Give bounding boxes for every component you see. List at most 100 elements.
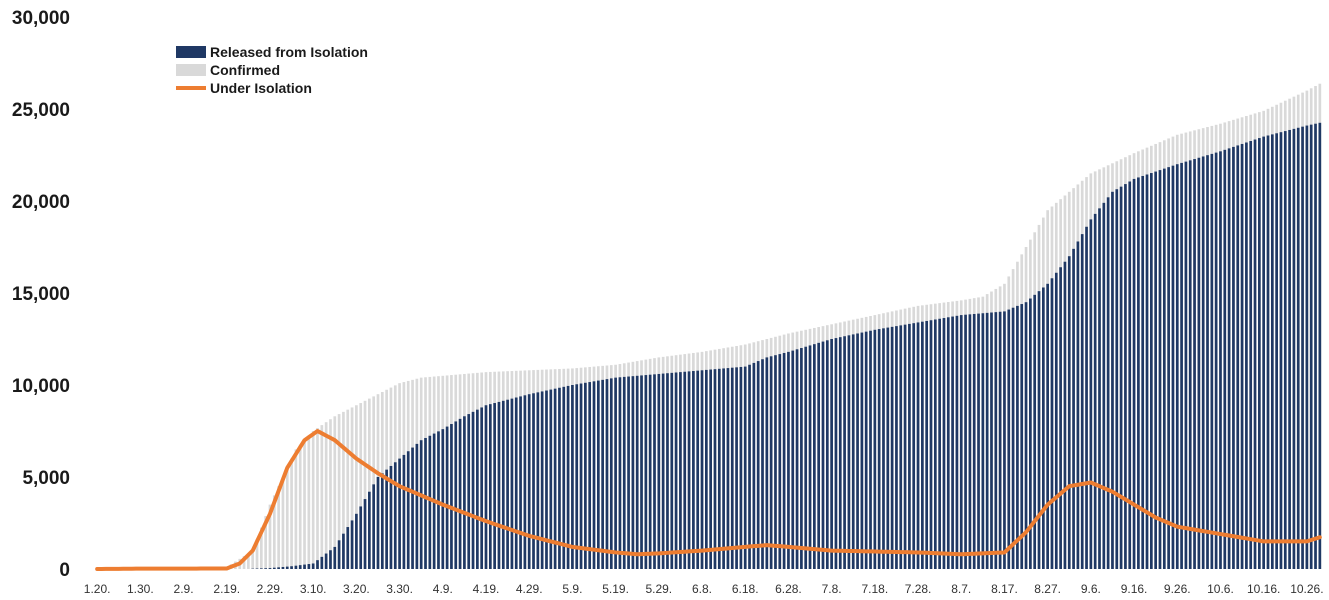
released-bar <box>562 386 566 569</box>
released-bar <box>1037 291 1041 569</box>
released-bar <box>1301 126 1304 569</box>
released-bar <box>506 399 509 569</box>
released-bar <box>467 414 471 569</box>
released-bar <box>1245 142 1248 570</box>
released-bar <box>605 379 609 569</box>
released-bar <box>1270 134 1274 569</box>
legend: Released from Isolation Confirmed Under Is… <box>176 44 368 96</box>
released-bar <box>294 565 298 569</box>
released-bar <box>1232 146 1235 569</box>
released-bar <box>264 568 267 569</box>
released-bar <box>1197 157 1201 569</box>
released-bar <box>281 566 285 569</box>
released-bar <box>713 369 717 569</box>
released-bar <box>342 533 345 569</box>
y-tick-label: 5,000 <box>22 468 70 489</box>
released-bar <box>497 401 501 569</box>
under-isolation-line-group <box>95 429 1322 571</box>
released-bar <box>1292 128 1296 569</box>
released-bar <box>445 426 449 569</box>
released-bar <box>329 550 332 569</box>
released-bar <box>774 355 777 569</box>
released-bar <box>272 567 276 569</box>
released-bar <box>644 375 648 569</box>
released-bar <box>311 563 315 569</box>
confirmed-bar <box>324 422 328 569</box>
x-tick-label: 6.8. <box>692 582 712 596</box>
released-bar <box>1007 309 1011 569</box>
x-tick-label: 9.6. <box>1081 582 1101 596</box>
released-bar <box>1150 173 1153 569</box>
released-bar <box>1029 298 1032 569</box>
released-bar <box>908 323 911 569</box>
released-bar <box>1137 177 1140 569</box>
released-bar <box>389 465 393 569</box>
released-bar <box>735 367 738 569</box>
released-bar <box>683 371 687 569</box>
released-bar <box>942 318 946 569</box>
released-bar <box>320 556 324 569</box>
released-bar <box>618 377 622 569</box>
x-tick-label: 2.19. <box>213 582 240 596</box>
released-bar <box>791 350 795 569</box>
legend-swatch <box>176 64 206 76</box>
released-bar <box>476 409 479 569</box>
released-bar <box>1067 256 1071 569</box>
released-bar <box>450 424 453 569</box>
released-bar <box>787 351 790 569</box>
released-bar <box>730 367 734 569</box>
released-bar <box>635 375 639 569</box>
released-bar <box>1145 174 1149 569</box>
confirmed-bar <box>268 504 272 569</box>
released-bar <box>869 330 872 569</box>
released-bar <box>545 390 548 569</box>
released-bar <box>1210 153 1214 569</box>
released-bar <box>393 462 397 569</box>
confirmed-bar <box>372 396 376 569</box>
released-bar <box>696 370 700 569</box>
released-bar <box>726 368 730 569</box>
under-isolation-line <box>95 429 1322 571</box>
released-bar <box>838 337 842 569</box>
released-bar <box>1305 125 1309 569</box>
x-tick-label: 2.9. <box>174 582 194 596</box>
confirmed-bar <box>247 553 250 569</box>
released-bar <box>692 371 695 569</box>
released-bar <box>877 329 881 569</box>
released-bar <box>1115 189 1119 569</box>
released-bar <box>415 443 419 569</box>
released-bar <box>851 334 855 569</box>
released-bar <box>1111 191 1114 570</box>
released-bar <box>553 388 557 569</box>
x-tick-label: 6.18. <box>732 582 759 596</box>
released-bar <box>1279 132 1283 569</box>
released-bar <box>1167 167 1170 569</box>
released-bar <box>614 377 617 569</box>
released-bar <box>609 378 613 569</box>
released-bar <box>1309 124 1313 569</box>
confirmed-bar <box>355 405 358 569</box>
x-tick-label: 10.16. <box>1247 582 1280 596</box>
released-bar <box>864 331 868 569</box>
released-bar <box>406 451 410 569</box>
released-bar <box>748 364 751 569</box>
released-bar <box>661 373 665 569</box>
released-bar <box>765 357 769 569</box>
released-bar <box>1227 148 1231 569</box>
released-bar <box>441 429 445 569</box>
confirmed-bar <box>264 516 267 569</box>
released-bar <box>705 369 708 569</box>
released-bar <box>778 354 782 569</box>
released-bar <box>925 320 929 569</box>
released-bar <box>964 314 967 569</box>
released-bar <box>627 376 630 569</box>
released-bar <box>782 352 786 569</box>
confirmed-bar <box>294 449 298 569</box>
confirmed-bar <box>320 425 324 569</box>
released-bar <box>359 506 363 569</box>
confirmed-bar <box>272 495 276 569</box>
x-tick-label: 4.19. <box>473 582 500 596</box>
released-bars <box>251 122 1322 570</box>
legend-label: Confirmed <box>210 62 280 78</box>
